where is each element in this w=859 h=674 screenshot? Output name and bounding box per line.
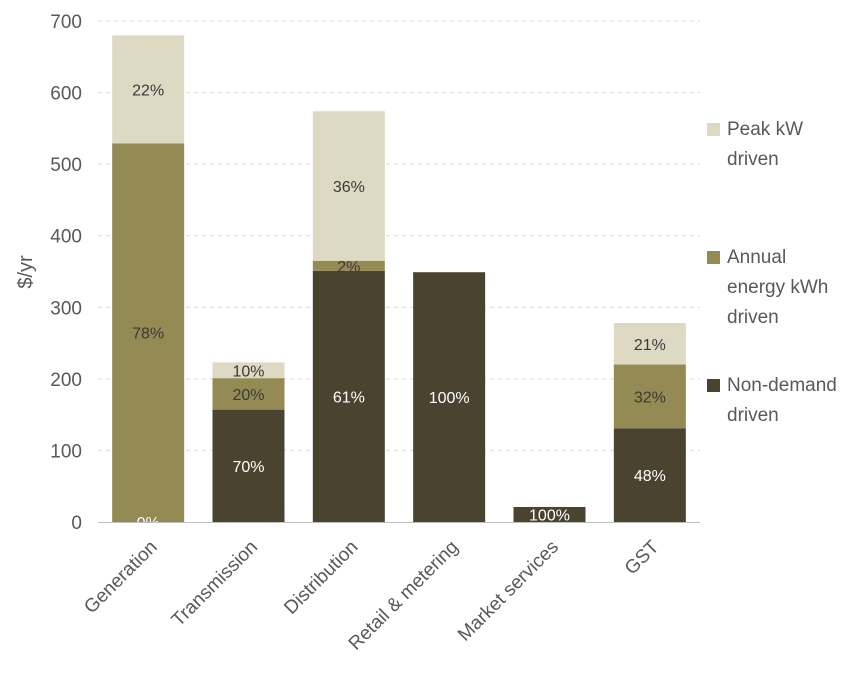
legend: Peak kW driven Annual energy kWh driven Non-d… <box>707 119 837 426</box>
legend-label: driven <box>727 149 779 170</box>
data-label: 0% <box>137 515 160 532</box>
bars <box>112 35 686 522</box>
bar-segment <box>112 143 185 522</box>
bar-segment <box>312 270 385 522</box>
legend-swatch <box>707 379 720 392</box>
y-tick-label: 100 <box>50 441 82 462</box>
y-axis: 0 100 200 300 400 500 600 700 <box>50 12 82 534</box>
x-category-label: Market services <box>454 537 563 646</box>
y-axis-title: $/yr <box>15 255 37 289</box>
bar-segment <box>212 362 285 379</box>
bar-segment <box>513 506 586 522</box>
bar-segment <box>413 272 486 522</box>
data-label: 78% <box>132 326 164 343</box>
data-label: 70% <box>232 459 264 476</box>
y-tick-label: 0 <box>71 513 82 534</box>
data-label: 2% <box>337 259 360 276</box>
data-label: 10% <box>232 363 264 380</box>
bar-segment <box>613 323 686 365</box>
x-category-label: GST <box>621 536 664 579</box>
x-axis: Generation Transmission DistributionRetail… <box>80 522 700 655</box>
bar-segment <box>112 35 185 144</box>
data-label: 22% <box>132 82 164 99</box>
legend-label: driven <box>727 405 779 426</box>
data-label: 48% <box>634 468 666 485</box>
data-label: 100% <box>529 507 570 524</box>
legend-swatch <box>707 123 720 136</box>
legend-label: Peak kW <box>727 119 803 140</box>
data-label: 61% <box>333 389 365 406</box>
y-tick-label: 400 <box>50 227 82 248</box>
y-tick-label: 300 <box>50 298 82 319</box>
data-label: 32% <box>634 389 666 406</box>
bar-segment <box>212 378 285 410</box>
legend-label: driven <box>727 307 779 328</box>
bar-segment <box>312 260 385 271</box>
y-tick-label: 200 <box>50 370 82 391</box>
legend-label: Non-demand <box>727 375 837 396</box>
x-category-label: Transmission <box>168 537 262 631</box>
legend-label: Annual <box>727 247 786 268</box>
bar-segment <box>312 111 385 261</box>
bar-segment <box>613 364 686 429</box>
x-category-label: Distribution <box>280 537 362 619</box>
bar-segment <box>613 428 686 522</box>
y-tick-label: 500 <box>50 155 82 176</box>
data-label: 36% <box>333 179 365 196</box>
legend-label: energy kWh <box>727 277 828 298</box>
gridlines <box>98 20 700 451</box>
y-tick-label: 700 <box>50 12 82 33</box>
data-label: 21% <box>634 337 666 354</box>
x-category-label: Retail & metering <box>345 537 463 655</box>
bar-segment <box>212 409 285 522</box>
y-tick-label: 600 <box>50 84 82 105</box>
x-category-label: Generation <box>80 537 161 618</box>
data-labels: 0% 78% 22% 70% 20% 10% 61% 2% 36% 100% 100% 48% 32% 2… <box>132 82 666 532</box>
data-label: 20% <box>232 387 264 404</box>
legend-swatch <box>707 251 720 264</box>
data-label: 100% <box>429 390 470 407</box>
